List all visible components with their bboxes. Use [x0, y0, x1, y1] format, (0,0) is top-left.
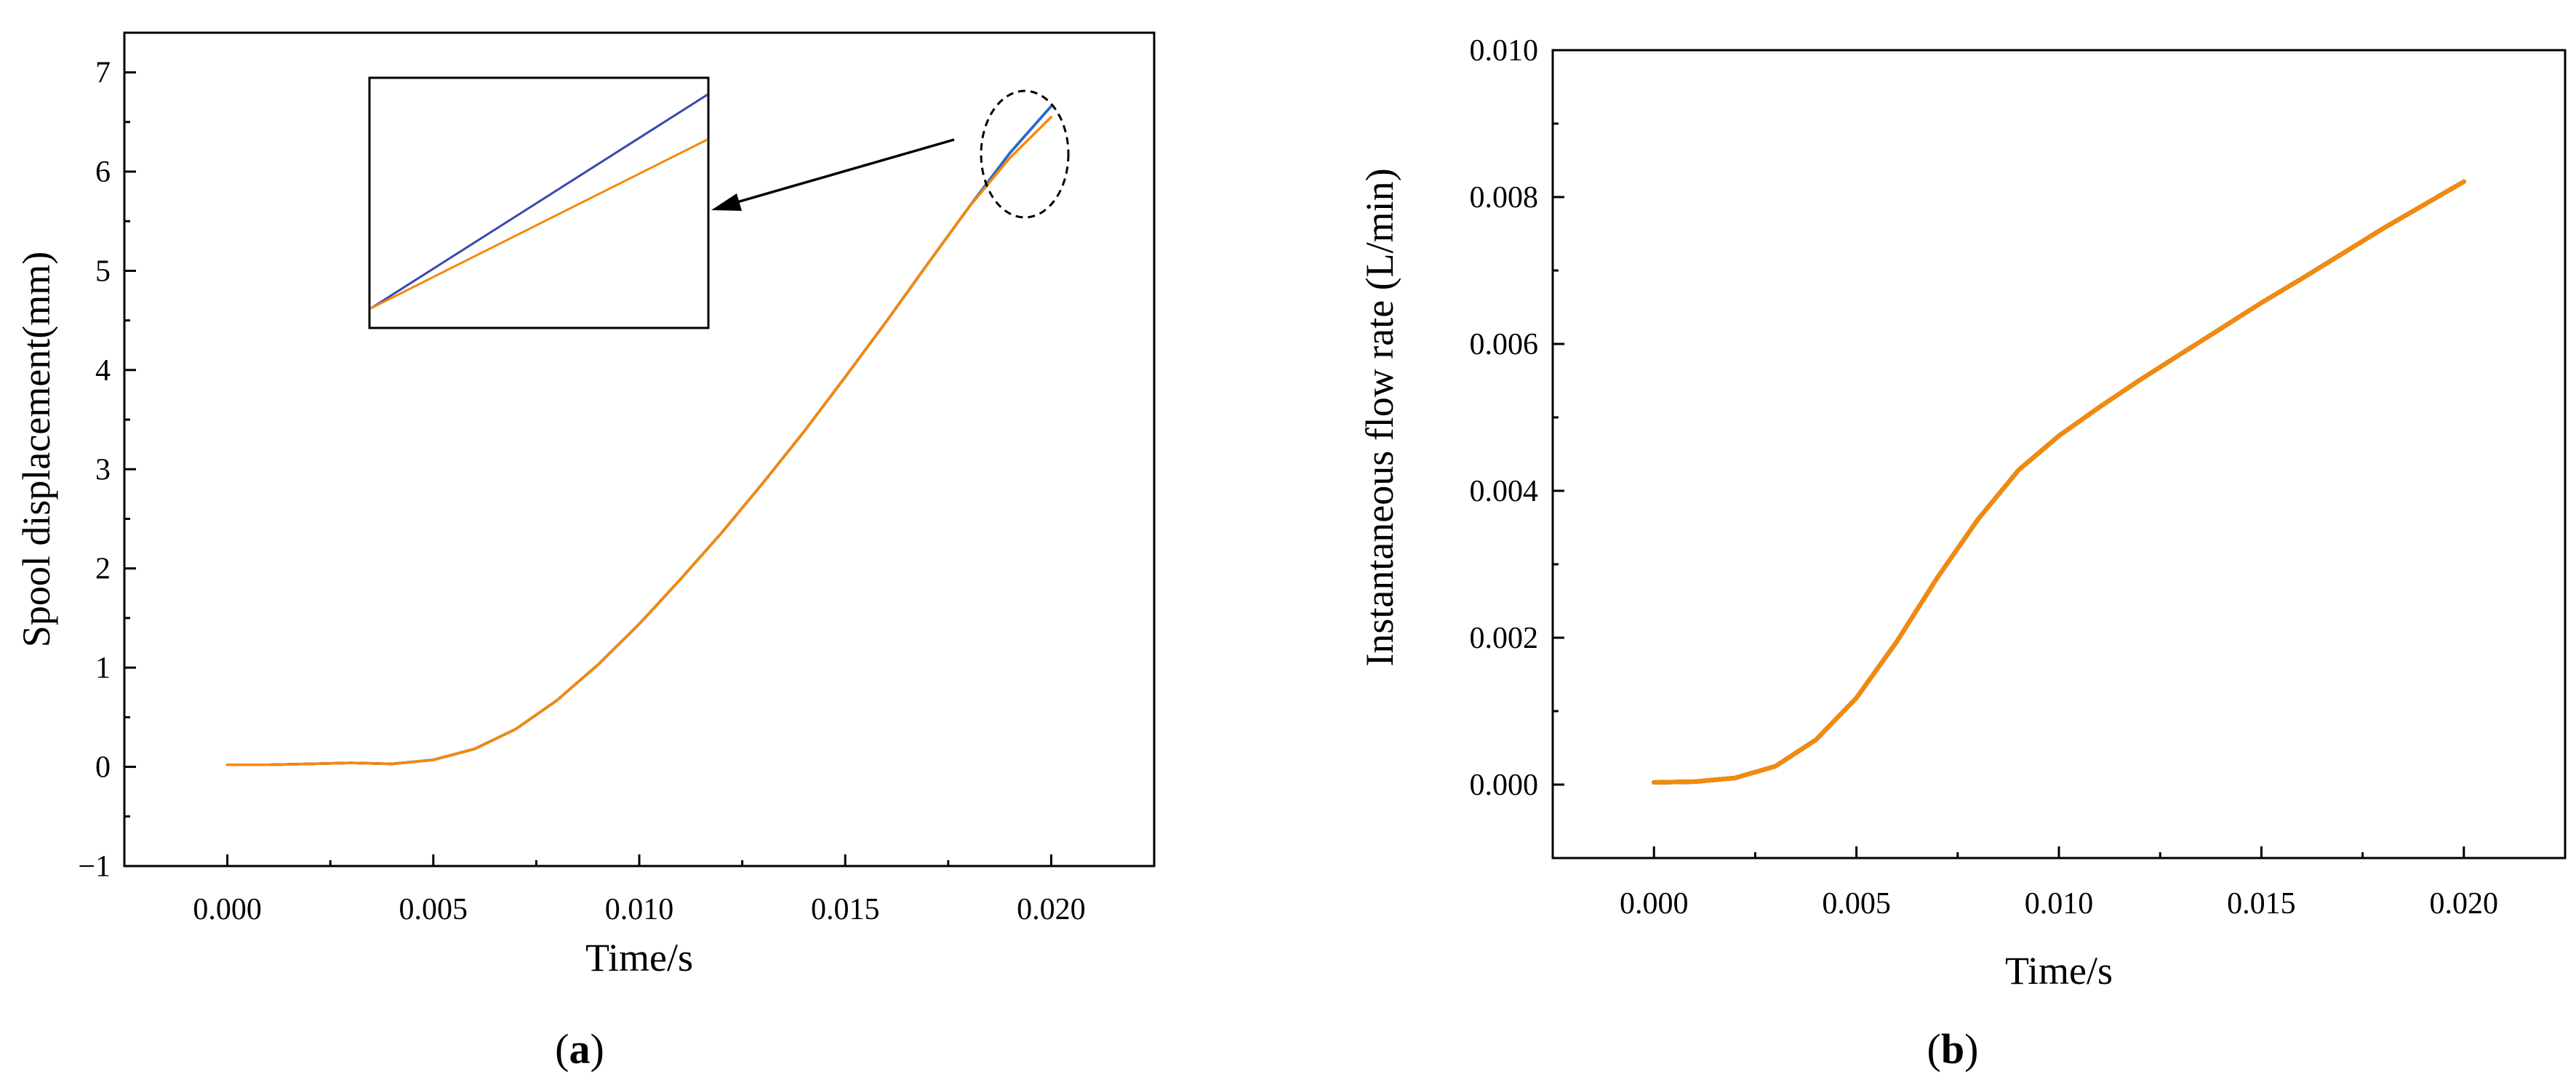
panel-a-y-tick-label: 4 [95, 354, 111, 388]
panel-a-x-tick-label: 0.000 [193, 893, 262, 926]
panel-a-y-tick-label: 1 [95, 652, 111, 685]
panel-b-y-tick-label: 0.000 [1470, 769, 1539, 802]
panel-b-chart: 0.000 0.005 0.010 0.015 0.020 0.000 0.002 0.004… [1358, 34, 2567, 1073]
panel-a-y-tick-label: 3 [95, 453, 111, 486]
panel-b-series-40-mpa [1652, 179, 2466, 785]
inset-line-50-mpa [370, 138, 708, 310]
panel-a-plot-frame [123, 31, 1156, 867]
panel-b-ticks: 0.000 0.005 0.010 0.015 0.020 0.000 0.002 0.004… [1470, 34, 2499, 921]
panel-a-ticks: 0.000 0.005 0.010 0.015 0.020 −1 0 1 2 3 4 5 6 7 [78, 57, 1085, 926]
panel-a-series-50-mpa [225, 116, 1053, 766]
panel-a-zoom-ellipse [980, 89, 1070, 219]
panel-b-y-tick-label: 0.002 [1470, 622, 1539, 655]
panel-a-y-tick-label: 7 [95, 57, 111, 90]
panel-b-x-tick-label: 0.020 [2430, 887, 2499, 921]
panel-a-y-tick-label: 2 [95, 553, 111, 586]
panel-b-x-axis-label: Time/s [2005, 949, 2113, 993]
panel-b-y-tick-label: 0.006 [1470, 328, 1539, 361]
panel-a-inset-frame [368, 76, 710, 329]
panel-b-series-20-mpa [1652, 179, 2466, 785]
panel-b-x-tick-label: 0.000 [1620, 887, 1689, 921]
panel-a-chart: 0.000 0.005 0.010 0.015 0.020 −1 0 1 2 3 4 5 6 7 Time… [15, 31, 1156, 1073]
panel-a-inset [368, 76, 710, 329]
panel-a-y-tick-label: 6 [95, 156, 111, 189]
panel-b-y-tick-label: 0.008 [1470, 181, 1539, 215]
panel-a-series [225, 105, 1053, 766]
inset-line-40-mpa [370, 93, 708, 310]
panel-a-x-tick-label: 0.010 [605, 893, 674, 926]
panel-a-series-30-mpa [225, 105, 1053, 766]
panel-a-zoom-arrow [711, 138, 955, 211]
panel-b-x-tick-label: 0.005 [1822, 887, 1891, 921]
panel-a-label: (a) [555, 1025, 604, 1073]
panel-a-y-tick-label: 5 [95, 255, 111, 288]
panel-a-x-tick-label: 0.020 [1017, 893, 1086, 926]
panel-a-series-20-mpa [225, 105, 1053, 766]
panel-b-series-50-mpa [1652, 179, 2466, 785]
panel-b-label: (b) [1927, 1025, 1979, 1073]
panel-b-x-tick-label: 0.015 [2227, 887, 2296, 921]
panel-b-y-tick-label: 0.010 [1470, 34, 1539, 68]
panel-a-x-tick-label: 0.005 [399, 893, 468, 926]
panel-b-x-tick-label: 0.010 [2025, 887, 2094, 921]
panel-a-y-axis-label: Spool displacement(mm) [15, 252, 58, 647]
panel-b-series-30-mpa [1652, 179, 2466, 785]
panel-b-plot-frame [1551, 49, 2567, 859]
panel-a-x-tick-label: 0.015 [811, 893, 880, 926]
panel-b-series [1652, 179, 2466, 785]
panel-a-series-40-mpa [225, 105, 1053, 766]
panel-a-y-tick-label: −1 [78, 850, 111, 883]
panel-b-y-tick-label: 0.004 [1470, 475, 1539, 508]
panel-b-y-axis-label: Instantaneous flow rate (L/min) [1358, 168, 1401, 666]
panel-a-inset-lines [370, 93, 708, 310]
panel-a-x-axis-label: Time/s [585, 936, 693, 979]
panel-a-y-tick-label: 0 [95, 751, 111, 785]
